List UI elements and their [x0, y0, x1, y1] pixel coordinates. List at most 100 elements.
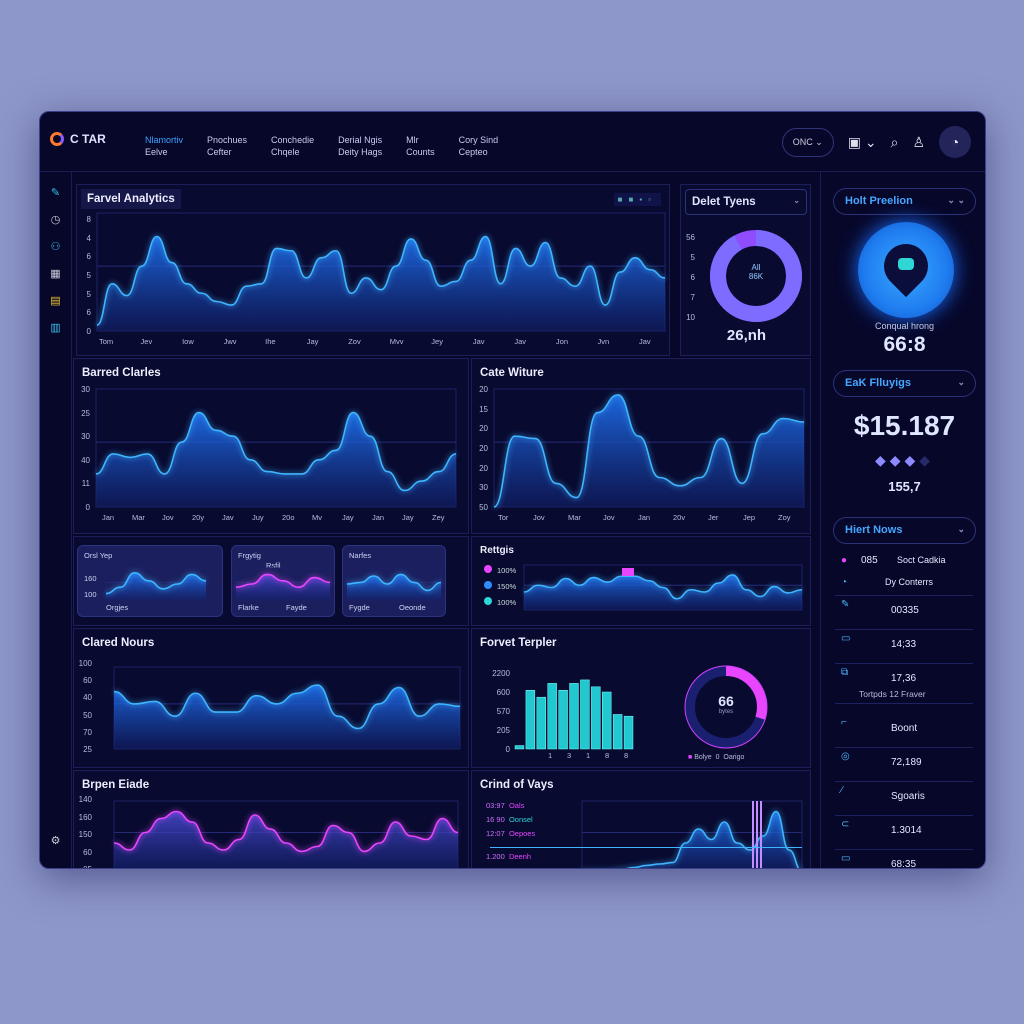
x-tick-label: 1 — [586, 751, 591, 760]
mini-foot: Fayde — [286, 603, 307, 612]
region-selector[interactable]: ONC ⌄ — [781, 127, 834, 157]
series-area — [494, 394, 804, 507]
nav-item[interactable]: Cory Sind Cepteo — [459, 134, 499, 158]
news-item[interactable]: ◔ Dy Conterrs — [835, 574, 973, 596]
nav-item[interactable]: Pnochues Cefter — [207, 134, 247, 158]
crind-chart — [581, 800, 803, 868]
x-tick-label: Mar — [568, 513, 581, 522]
news-item-icon: ✎ — [841, 599, 850, 610]
hiert-nows-dropdown[interactable]: Hiert Nows ⌄ — [833, 517, 976, 544]
legend-item: 100% — [484, 565, 516, 575]
user-icon[interactable]: ♙ — [912, 133, 925, 150]
tag-icon[interactable]: ▤ — [50, 295, 61, 307]
y-tick-label: 25 — [81, 408, 90, 418]
rating-diamonds: ◆◆◆◆ — [821, 452, 985, 469]
donut-segment — [685, 666, 767, 748]
legend-label: Oarigo — [723, 754, 745, 761]
delet-value: 26,nh — [726, 327, 767, 344]
x-tick-label: Zov — [348, 337, 361, 346]
settings-icon[interactable]: ⚙ — [50, 835, 61, 847]
pencil-icon[interactable]: ✎ — [50, 187, 61, 199]
y-tick-label: 160 — [78, 812, 92, 822]
x-tick-label: Jan — [372, 513, 385, 522]
mini-foot: Flarke — [238, 603, 259, 612]
y-tick: 160 — [84, 574, 97, 583]
crind-of-vays-panel: Crind of Vays 03:97 Oals 16 90 Oonsel 12:0… — [471, 770, 811, 868]
mini-card[interactable]: Narfes Fygde Oeonde — [342, 545, 446, 617]
grid-icon[interactable]: ▥ — [50, 322, 61, 334]
top-nav: Nlamortiv Eelve Pnochues Cefter Conchedie Chq… — [145, 134, 522, 158]
cate-chart — [493, 388, 805, 508]
legend-dot — [484, 581, 492, 589]
x-tick-label: Jon — [555, 337, 569, 346]
y-tick-label: 20 — [479, 424, 488, 434]
highlight-marker[interactable] — [622, 568, 634, 576]
x-tick-label: Zey — [432, 513, 445, 522]
nav-item[interactable]: Nlamortiv Eelve — [145, 134, 183, 158]
clock-icon[interactable]: ◷ — [50, 214, 61, 226]
news-item[interactable]: ⌐ Boont — [835, 714, 973, 748]
y-tick-label: 15 — [479, 404, 488, 414]
forvet-donut — [684, 665, 768, 749]
news-item-icon: ▭ — [841, 633, 851, 644]
news-item[interactable]: ⁄ Sgoaris — [835, 782, 973, 816]
nav-line: Eelve — [145, 147, 168, 157]
network-icon[interactable]: ⚇ — [50, 241, 61, 253]
logo-icon — [50, 132, 64, 146]
news-item[interactable]: ● 085 Soct Cadkia — [835, 552, 973, 574]
marker-bar — [752, 801, 754, 868]
news-item[interactable]: ▭ 68:35 — [835, 850, 973, 868]
amount-sub: 155,7 — [888, 479, 921, 494]
logo[interactable]: C TAR — [50, 132, 106, 146]
bar — [525, 690, 536, 750]
plot-frame — [581, 800, 803, 868]
x-tick-label: Iow — [182, 337, 194, 346]
news-item[interactable]: ⧉ 17,36 Tortpds 12 Fraver — [835, 664, 973, 704]
holt-preelion-dropdown[interactable]: Holt Preelion ⌄ ⌄ — [833, 188, 976, 215]
x-tick-label: Ihe — [265, 337, 276, 346]
news-item[interactable]: ▭ 14;33 — [835, 630, 973, 664]
amount-value: $15.187 — [853, 410, 956, 441]
calendar-icon[interactable]: ▦ — [50, 268, 61, 280]
panel-title: Barred Clarles — [82, 367, 161, 379]
series-area — [97, 236, 665, 331]
x-tick-label: 20y — [192, 513, 205, 522]
delet-dropdown[interactable]: Delet Tyens ⌄ — [685, 189, 807, 215]
y-tick-label: 56 — [686, 233, 695, 242]
mini-card[interactable]: Frgytig Rsfil Flarke Fayde — [231, 545, 335, 617]
news-item-text: Soct Cadkia — [897, 555, 946, 565]
view-toggle[interactable]: ■■▪▫ — [613, 193, 661, 206]
y-tick-label: 30 — [81, 432, 90, 442]
forvet-terpler-panel: Forvet Terpler 2200 600 570 205 0 1 3 1 8 8 66 by… — [471, 628, 811, 768]
news-item-sub: Tortpds 12 Fraver — [859, 689, 926, 699]
news-item-code: 085 — [861, 555, 878, 566]
nav-item[interactable]: Mlr Counts — [406, 134, 435, 158]
eak-flluyigs-dropdown[interactable]: EaK Flluyigs ⌄ — [833, 370, 976, 397]
nav-line: Counts — [406, 147, 435, 157]
panel-title: Farvel Analytics — [81, 189, 181, 209]
mini-card[interactable]: Orsl Yep 160 100 Orgjes — [77, 545, 223, 617]
y-tick-label: 60 — [83, 847, 92, 857]
y-tick-label: 25 — [83, 745, 92, 754]
news-item[interactable]: ✎ 00335 — [835, 596, 973, 630]
y-tick-label: 5 — [86, 271, 91, 280]
legend-value: 16 90 — [486, 815, 505, 824]
news-item-text: 1.3014 — [891, 825, 922, 836]
news-item-text: Boont — [891, 723, 918, 734]
news-item[interactable]: ◎ 72,189 — [835, 748, 973, 782]
pin-caption: Conqual hrong — [874, 321, 935, 331]
avatar[interactable]: ◔ — [939, 126, 971, 158]
news-item[interactable]: ⊂ 1.3014 — [835, 816, 973, 850]
marker-bar — [760, 801, 762, 868]
search-icon[interactable]: ⌕ — [890, 133, 899, 150]
bar — [623, 715, 634, 750]
y-tick-label: 140 — [78, 795, 92, 804]
donut-value: 86K — [748, 272, 764, 281]
x-tick-label: Jay — [402, 513, 414, 522]
y-tick-label: 60 — [83, 676, 92, 686]
nav-item[interactable]: Derial Ngis Deity Hags — [338, 134, 382, 158]
clipboard-icon[interactable]: ▣ ⌄ — [847, 133, 877, 150]
news-item-icon: ◎ — [841, 751, 850, 762]
x-tick-label: 20o — [282, 513, 295, 522]
nav-item[interactable]: Conchedie Chqele — [271, 134, 314, 158]
